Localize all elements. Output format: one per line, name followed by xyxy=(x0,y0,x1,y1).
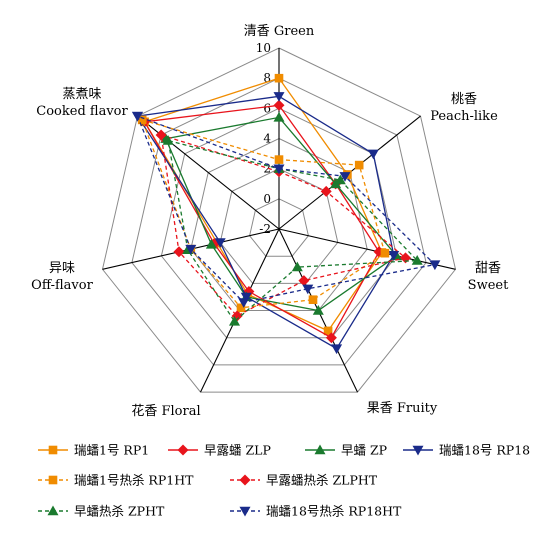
data-point xyxy=(308,295,318,304)
axis-label: 甜香 Sweet xyxy=(468,260,509,293)
axis-label: 桃香 Peach-like xyxy=(430,92,498,124)
data-point xyxy=(273,164,285,175)
legend-marker xyxy=(47,505,59,516)
legend-item: 早露蟠 ZLP xyxy=(168,443,271,458)
series-line xyxy=(141,118,386,309)
tick-label: -2 xyxy=(259,222,271,236)
data-point xyxy=(339,172,351,182)
legend-item: 早露蟠热杀 ZLPHT xyxy=(230,473,378,488)
axis-label: 清香 Green xyxy=(244,24,315,39)
legend-marker xyxy=(239,474,251,486)
legend-marker xyxy=(177,444,189,456)
legend-marker xyxy=(48,475,58,485)
legend-label: 瑞蟠18号热杀 RP18HT xyxy=(266,504,402,519)
tick-label: 2 xyxy=(263,162,271,176)
data-point xyxy=(173,246,185,258)
data-point xyxy=(137,115,147,125)
series-line xyxy=(167,139,419,323)
data-point xyxy=(380,248,390,258)
data-point xyxy=(320,185,332,197)
radial-tick-labels: -2 0 2 4 6 8 10 xyxy=(256,41,272,236)
legend-item: 早蟠热杀 ZPHT xyxy=(38,504,165,519)
grid-ring xyxy=(101,47,457,393)
axis-label: 蒸煮味 Cooked flavor xyxy=(36,87,128,119)
legend-marker xyxy=(412,445,424,456)
series-line xyxy=(136,114,437,304)
data-point xyxy=(354,160,364,170)
data-point xyxy=(334,174,346,185)
grid-ring xyxy=(249,198,309,257)
data-point xyxy=(273,111,285,122)
legend-label: 早露蟠热杀 ZLPHT xyxy=(266,473,378,488)
legend-item: 早蟠 ZP xyxy=(305,443,387,458)
tick-label: 0 xyxy=(263,192,271,206)
data-point xyxy=(205,238,217,249)
legend-label: 早蟠 ZP xyxy=(341,443,387,458)
legend-label: 瑞蟠1号 RP1 xyxy=(74,443,149,458)
data-point xyxy=(367,149,379,160)
legend-item: 瑞蟠1号热杀 RP1HT xyxy=(38,473,194,488)
series-line xyxy=(160,134,407,317)
series-8 xyxy=(132,111,441,308)
legend-item: 瑞蟠18号热杀 RP18HT xyxy=(230,504,402,519)
legend-label: 瑞蟠18号 RP18 xyxy=(439,443,530,458)
data-point xyxy=(291,261,303,272)
axis-labels: 清香 Green 桃香 Peach-like 甜香 Sweet 果香 Fruity 花香 F… xyxy=(31,24,509,419)
legend-marker xyxy=(314,444,326,455)
legend-marker xyxy=(48,445,58,455)
data-point xyxy=(236,303,246,313)
data-point xyxy=(429,260,441,271)
tick-label: 8 xyxy=(263,71,271,85)
data-point xyxy=(132,111,143,122)
tick-label: 6 xyxy=(263,101,271,115)
data-point xyxy=(185,244,197,255)
data-point xyxy=(273,92,285,102)
data-point xyxy=(229,315,240,326)
tick-label: 10 xyxy=(256,41,271,55)
data-point xyxy=(214,238,226,248)
legend-marker xyxy=(239,506,251,517)
axis-spoke xyxy=(278,228,456,270)
data-point xyxy=(302,284,314,295)
data-point xyxy=(273,99,285,111)
series-7 xyxy=(162,135,423,326)
data-point xyxy=(274,73,284,83)
data-point xyxy=(325,332,337,344)
data-point xyxy=(298,275,310,287)
data-point xyxy=(162,135,174,145)
tick-label: 4 xyxy=(263,132,271,146)
legend-label: 瑞蟠1号热杀 RP1HT xyxy=(74,473,194,488)
legend-label: 早蟠热杀 ZPHT xyxy=(74,504,165,519)
legend-label: 早露蟠 ZLP xyxy=(204,443,271,458)
series-line xyxy=(136,95,395,350)
data-point xyxy=(388,251,400,261)
series-4 xyxy=(132,92,400,355)
data-point xyxy=(411,255,423,265)
data-point xyxy=(155,129,167,141)
axis-label: 果香 Fruity xyxy=(367,401,438,416)
legend: 瑞蟠1号 RP1 早露蟠 ZLP 早蟠 ZP 瑞蟠18号 RP18 瑞蟠1号热杀 RP1… xyxy=(38,443,530,519)
series-line xyxy=(143,104,380,339)
legend-item: 瑞蟠18号 RP18 xyxy=(403,443,530,458)
data-point xyxy=(240,292,252,303)
data-point xyxy=(331,344,343,355)
legend-item: 瑞蟠1号 RP1 xyxy=(38,443,149,458)
data-point xyxy=(312,305,324,315)
axis-label: 花香 Floral xyxy=(131,403,200,419)
axis-label: 异味 Off-flavor xyxy=(31,261,93,293)
data-point xyxy=(274,155,284,164)
data-point xyxy=(238,298,250,308)
series-layer xyxy=(132,73,441,355)
data-point xyxy=(323,326,333,336)
